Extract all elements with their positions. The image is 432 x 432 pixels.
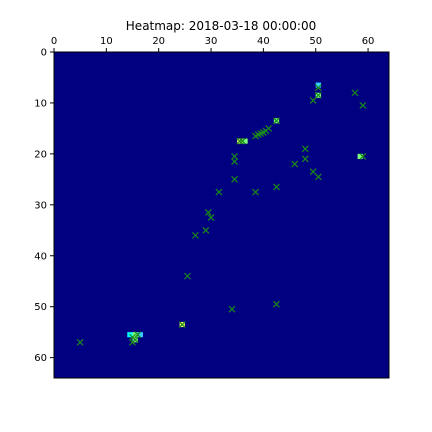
scatter-marker-x <box>228 305 236 313</box>
scatter-marker-x <box>309 96 317 104</box>
x-tick-label: 30 <box>205 36 218 47</box>
scatter-marker-x <box>314 91 322 99</box>
scatter-marker-x <box>207 214 215 221</box>
heatmap-cell <box>137 332 143 338</box>
y-tick-label: 20 <box>34 149 47 160</box>
x-tick-label: 50 <box>309 36 322 47</box>
heatmap-cell <box>315 82 321 88</box>
heatmap-cell <box>242 138 248 144</box>
scatter-marker-x <box>191 231 199 239</box>
y-tick-label: 30 <box>34 200 47 211</box>
scatter-marker-x <box>359 152 367 160</box>
y-tick-label: 10 <box>34 98 47 109</box>
scatter-marker-x <box>252 132 259 140</box>
scatter-marker-x <box>178 321 186 328</box>
scatter-marker-x <box>202 226 210 234</box>
scatter-markers <box>76 84 367 346</box>
scatter-marker-x <box>273 117 280 125</box>
scatter-marker-x <box>231 158 239 165</box>
scatter-marker-x <box>231 175 239 183</box>
scatter-marker-x <box>273 183 280 191</box>
scatter-marker-x <box>236 137 244 145</box>
x-tick-label: 20 <box>152 36 165 47</box>
heatmap-background <box>54 52 389 378</box>
scatter-marker-x <box>204 209 212 216</box>
scatter-marker-x <box>291 160 299 168</box>
scatter-marker-x <box>351 89 359 97</box>
scatter-marker-x <box>134 331 142 339</box>
y-tick-label: 50 <box>34 302 47 313</box>
y-tick-label: 40 <box>34 251 47 262</box>
heatmap-cell <box>357 153 363 159</box>
y-tick-label: 0 <box>41 48 47 59</box>
scatter-marker-x <box>301 145 309 153</box>
x-tick-label: 60 <box>362 36 375 47</box>
scatter-marker-x <box>129 338 136 346</box>
scatter-marker-x <box>76 338 84 346</box>
scatter-marker-x <box>239 137 246 145</box>
x-tick-label: 10 <box>100 36 113 47</box>
scatter-marker-x <box>184 272 191 280</box>
scatter-marker-x <box>301 155 309 163</box>
scatter-marker-x <box>215 188 223 196</box>
scatter-marker-x <box>314 84 322 92</box>
scatter-marker-x <box>252 188 259 196</box>
x-axis-top: 0 10 20 30 40 50 60 <box>51 36 375 52</box>
x-tick-label: 0 <box>51 36 57 47</box>
chart-title: Heatmap: 2018-03-18 00:00:00 <box>126 19 316 33</box>
plot-area <box>53 51 390 379</box>
plot-frame <box>53 51 390 379</box>
scatter-marker-x <box>231 152 239 160</box>
y-tick-label: 60 <box>34 353 47 364</box>
y-axis-left: 0 10 20 30 40 50 60 <box>34 48 54 364</box>
scatter-marker-x <box>273 300 280 308</box>
scatter-marker-x <box>359 102 367 109</box>
scatter-marker-x <box>309 168 317 176</box>
scatter-marker-x <box>314 173 322 181</box>
x-tick-label: 40 <box>257 36 270 47</box>
